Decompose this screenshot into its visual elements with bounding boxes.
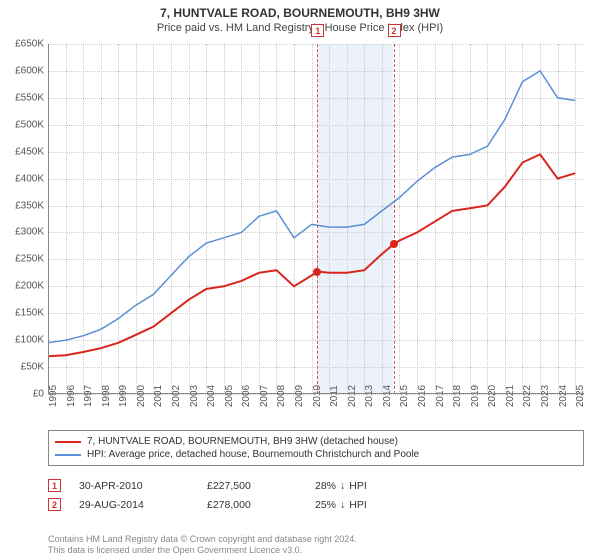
legend-label: HPI: Average price, detached house, Bour… — [87, 449, 419, 460]
y-axis-label: £250K — [15, 254, 44, 265]
sale-row-marker: 1 — [48, 479, 61, 492]
y-axis-label: £450K — [15, 146, 44, 157]
x-axis — [48, 393, 584, 394]
footnote: Contains HM Land Registry data © Crown c… — [48, 534, 584, 557]
y-axis-label: £500K — [15, 119, 44, 130]
y-axis-label: £600K — [15, 65, 44, 76]
y-axis-label: £200K — [15, 281, 44, 292]
legend-item: HPI: Average price, detached house, Bour… — [55, 448, 577, 461]
sales-table: 1 30-APR-2010 £227,500 28% ↓ HPI 2 29-AUG-201… — [48, 476, 584, 514]
plot-area: £0£50K£100K£150K£200K£250K£300K£350K£400… — [48, 44, 584, 394]
sale-row-marker: 2 — [48, 498, 61, 511]
y-axis-label: £550K — [15, 92, 44, 103]
page-subtitle: Price paid vs. HM Land Registry's House … — [0, 20, 600, 38]
arrow-down-icon: ↓ — [340, 480, 345, 492]
y-axis-label: £150K — [15, 308, 44, 319]
sale-price: £227,500 — [207, 480, 297, 492]
y-axis — [48, 44, 49, 394]
page-title: 7, HUNTVALE ROAD, BOURNEMOUTH, BH9 3HW — [0, 0, 600, 20]
sale-price: £278,000 — [207, 499, 297, 511]
chart: £0£50K£100K£150K£200K£250K£300K£350K£400… — [48, 44, 584, 394]
series-hpi — [48, 71, 575, 343]
sale-marker-1: 1 — [311, 24, 324, 37]
chart-lines — [48, 44, 584, 394]
footnote-line: This data is licensed under the Open Gov… — [48, 545, 584, 556]
sale-date: 29-AUG-2014 — [79, 499, 189, 511]
y-axis-label: £400K — [15, 173, 44, 184]
sale-date: 30-APR-2010 — [79, 480, 189, 492]
legend: 7, HUNTVALE ROAD, BOURNEMOUTH, BH9 3HW (… — [48, 430, 584, 466]
series-price_paid — [48, 154, 575, 356]
legend-item: 7, HUNTVALE ROAD, BOURNEMOUTH, BH9 3HW (… — [55, 435, 577, 448]
legend-label: 7, HUNTVALE ROAD, BOURNEMOUTH, BH9 3HW (… — [87, 436, 398, 447]
footnote-line: Contains HM Land Registry data © Crown c… — [48, 534, 584, 545]
y-axis-label: £300K — [15, 227, 44, 238]
arrow-down-icon: ↓ — [340, 499, 345, 511]
sale-row: 2 29-AUG-2014 £278,000 25% ↓ HPI — [48, 495, 584, 514]
legend-swatch — [55, 454, 81, 456]
y-axis-label: £650K — [15, 39, 44, 50]
sale-marker-2: 2 — [388, 24, 401, 37]
sale-diff: 25% ↓ HPI — [315, 499, 367, 511]
sale-dot-1 — [313, 268, 321, 276]
y-axis-label: £100K — [15, 335, 44, 346]
y-axis-label: £0 — [33, 389, 44, 400]
sale-diff: 28% ↓ HPI — [315, 480, 367, 492]
sale-row: 1 30-APR-2010 £227,500 28% ↓ HPI — [48, 476, 584, 495]
legend-swatch — [55, 441, 81, 443]
sale-dot-2 — [390, 240, 398, 248]
y-axis-label: £350K — [15, 200, 44, 211]
y-axis-label: £50K — [21, 362, 44, 373]
